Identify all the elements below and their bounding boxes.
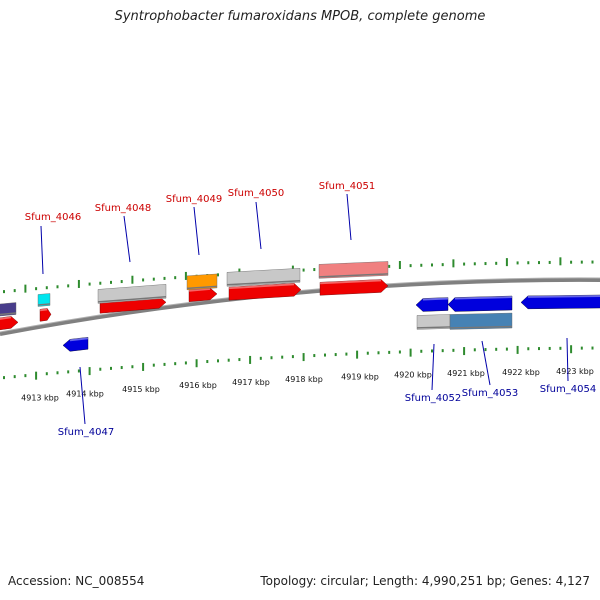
feature-track (0, 261, 600, 352)
kbp-label: 4920 kbp (394, 371, 432, 380)
gene-feature (449, 312, 513, 330)
kbp-label: 4922 kbp (502, 368, 540, 377)
genome-summary: Topology: circular; Length: 4,990,251 bp… (260, 574, 590, 588)
kbp-label: 4919 kbp (341, 373, 379, 382)
label-leader-line (123, 215, 131, 263)
kbp-label: 4917 kbp (232, 378, 270, 387)
label-leader-line (481, 340, 491, 386)
kbp-label: 4914 kbp (66, 389, 104, 398)
gene-label: Sfum_4054 (540, 384, 596, 395)
gene-feature (447, 295, 513, 312)
tick-track-inner (3, 345, 594, 380)
gene-label: Sfum_4053 (462, 388, 518, 399)
label-leader-line (431, 343, 435, 391)
gene-label: Sfum_4047 (58, 427, 114, 438)
kbp-label: 4916 kbp (179, 381, 217, 390)
gene-label: Sfum_4050 (228, 188, 284, 199)
gene-feature (39, 308, 52, 322)
gene-feature (228, 282, 302, 301)
kbp-label: 4918 kbp (285, 375, 323, 384)
accession-text: Accession: NC_008554 (8, 574, 145, 588)
gene-label: Sfum_4051 (319, 181, 375, 192)
label-leader-line (566, 337, 569, 382)
kbp-label: 4921 kbp (447, 369, 485, 378)
gene-feature (186, 273, 218, 291)
gene-label: Sfum_4049 (166, 194, 222, 205)
gene-feature (415, 297, 449, 312)
label-leader-line (346, 193, 352, 241)
gene-feature (0, 316, 19, 331)
label-layer: 4913 kbp 4914 kbp 4915 kbp 4916 kbp 4917 kbp… (21, 181, 596, 438)
gene-label: Sfum_4048 (95, 203, 151, 214)
label-leader-line (40, 225, 44, 275)
kbp-label: 4923 kbp (556, 367, 594, 376)
map-title: Syntrophobacter fumaroxidans MPOB, compl… (114, 9, 486, 24)
gene-feature (520, 294, 600, 310)
gene-feature (62, 336, 89, 352)
label-leader-line (255, 201, 262, 250)
kbp-label: 4913 kbp (21, 393, 59, 402)
gene-label: Sfum_4052 (405, 393, 461, 404)
gene-feature (37, 293, 51, 307)
label-leader-line (193, 206, 200, 256)
kbp-label: 4915 kbp (122, 385, 160, 394)
label-leader-line (79, 366, 86, 425)
genome-backbone (0, 277, 600, 336)
gene-label: Sfum_4046 (25, 212, 81, 223)
gene-feature (319, 279, 389, 296)
